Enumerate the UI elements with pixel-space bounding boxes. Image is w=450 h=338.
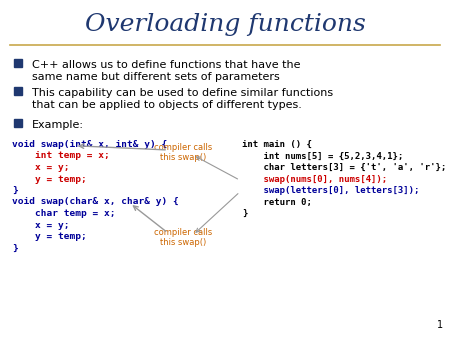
FancyBboxPatch shape [14, 119, 22, 127]
Text: return 0;: return 0; [242, 197, 312, 207]
Text: x = y;: x = y; [12, 163, 69, 172]
Text: int temp = x;: int temp = x; [12, 151, 110, 161]
Text: void swap(int& x, int& y) {: void swap(int& x, int& y) { [12, 140, 167, 149]
Text: Overloading functions: Overloading functions [85, 14, 365, 37]
Text: char temp = x;: char temp = x; [12, 209, 116, 218]
Text: swap(nums[0], nums[4]);: swap(nums[0], nums[4]); [242, 174, 387, 184]
Text: x = y;: x = y; [12, 220, 69, 230]
Text: }: } [12, 186, 18, 195]
Text: }: } [12, 243, 18, 252]
Text: y = temp;: y = temp; [12, 174, 87, 184]
Text: y = temp;: y = temp; [12, 232, 87, 241]
Text: C++ allows us to define functions that have the
same name but different sets of : C++ allows us to define functions that h… [32, 60, 301, 81]
FancyBboxPatch shape [14, 87, 22, 95]
Text: swap(letters[0], letters[3]);: swap(letters[0], letters[3]); [242, 186, 419, 195]
Text: compiler calls
this swap(): compiler calls this swap() [154, 143, 212, 162]
Text: This capability can be used to define similar functions
that can be applied to o: This capability can be used to define si… [32, 88, 333, 110]
Text: char letters[3] = {'t', 'a', 'r'};: char letters[3] = {'t', 'a', 'r'}; [242, 163, 446, 172]
Text: void swap(char& x, char& y) {: void swap(char& x, char& y) { [12, 197, 179, 207]
Text: int nums[5] = {5,2,3,4,1};: int nums[5] = {5,2,3,4,1}; [242, 151, 403, 161]
Text: 1: 1 [437, 320, 443, 330]
Text: Example:: Example: [32, 120, 84, 130]
Text: }: } [242, 209, 248, 218]
FancyBboxPatch shape [14, 59, 22, 67]
Text: int main () {: int main () { [242, 140, 312, 149]
Text: compiler calls
this swap(): compiler calls this swap() [154, 228, 212, 247]
